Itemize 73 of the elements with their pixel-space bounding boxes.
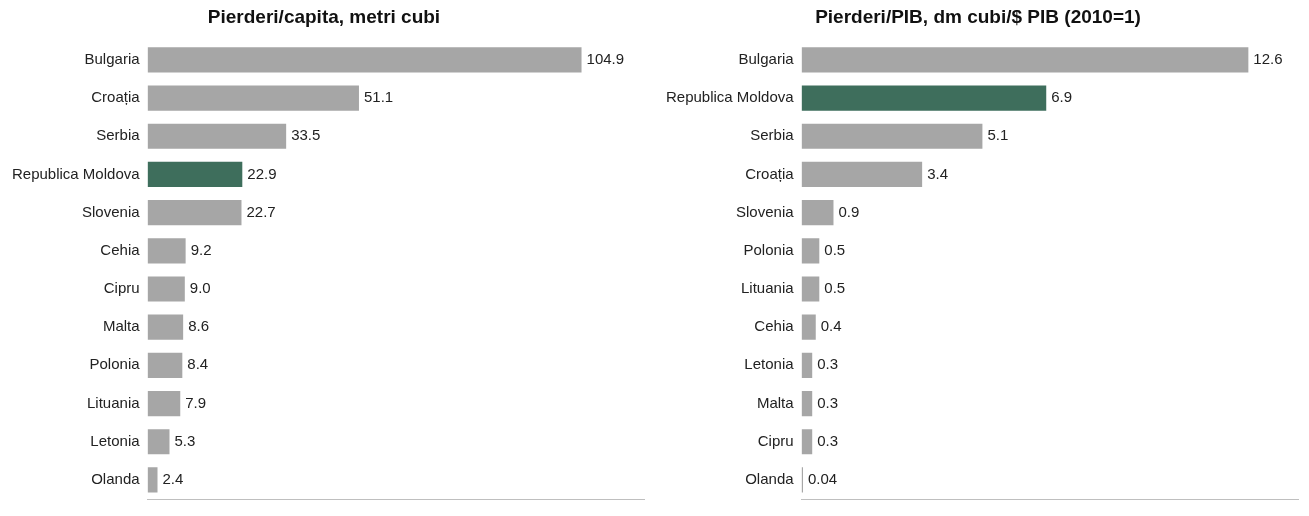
bar [801,200,834,226]
bar [147,47,582,73]
bar [801,47,1249,73]
bar [801,123,983,149]
y-tick-label: Bulgaria [738,50,795,68]
data-label: 0.3 [817,355,839,373]
y-tick-label: Slovenia [736,202,795,220]
data-label: 22.9 [247,164,277,182]
y-tick-label: Cehia [100,240,141,258]
data-label: 0.5 [824,240,846,258]
bar [147,467,158,493]
data-label: 0.4 [820,317,842,335]
y-tick-label: Lituania [87,393,141,411]
bar [801,238,820,264]
data-label: 9.0 [189,279,211,297]
y-tick-label: Letonia [90,431,141,449]
bar [801,276,820,302]
bar [801,314,816,340]
y-tick-label: Serbia [750,126,795,144]
y-tick-label: Letonia [744,355,795,373]
data-label: 5.3 [174,431,196,449]
y-tick-label: Slovenia [82,202,141,220]
data-label: 0.9 [838,202,860,220]
bar [147,123,287,149]
data-label: 5.1 [987,126,1009,144]
bar [147,85,359,111]
y-tick-label: Malta [102,317,141,335]
data-label: 3.4 [927,164,948,182]
bar [147,200,242,226]
y-tick-label: Republica Moldova [666,88,795,106]
y-tick-label: Malta [756,393,795,411]
data-label: 2.4 [162,470,184,488]
bar [147,429,170,455]
y-tick-label: Olanda [745,470,795,488]
bar [801,85,1047,111]
y-tick-label: Serbia [96,126,141,144]
bar [147,352,183,378]
data-label: 0.5 [824,279,846,297]
data-label: 8.6 [188,317,210,335]
bar [801,161,923,188]
data-label: 0.3 [817,393,839,411]
data-label: 7.9 [185,393,207,411]
bar [801,352,813,378]
data-label: 0.04 [807,470,838,488]
data-label: 9.2 [190,240,212,258]
y-tick-label: Polonia [89,355,141,373]
y-tick-label: Cipru [757,431,794,449]
data-label: 22.7 [246,202,276,220]
y-tick-label: Croația [745,164,795,182]
bar [147,314,184,340]
y-tick-label: Cipru [103,279,140,297]
bar [147,238,186,264]
data-label: 8.4 [187,355,209,373]
chart-title: Pierderi/PIB, dm cubi/$ PIB (2010=1) [815,5,1141,27]
data-label: 0.3 [817,431,839,449]
bar [147,161,243,188]
y-tick-label: Polonia [743,240,795,258]
y-tick-label: Croația [91,88,141,106]
data-label: 6.9 [1051,88,1073,106]
data-label: 104.9 [586,50,625,68]
bar [801,390,813,417]
y-tick-label: Bulgaria [84,50,141,68]
bar [147,276,185,302]
y-tick-label: Lituania [741,279,795,297]
bar [801,429,813,455]
data-label: 51.1 [363,88,394,106]
chart-title: Pierderi/capita, metri cubi [207,5,441,27]
y-tick-label: Olanda [91,470,141,488]
y-tick-label: Cehia [754,317,795,335]
bar [147,390,181,417]
data-label: 12.6 [1253,50,1283,68]
y-tick-label: Republica Moldova [12,164,141,182]
data-label: 33.5 [291,126,321,144]
